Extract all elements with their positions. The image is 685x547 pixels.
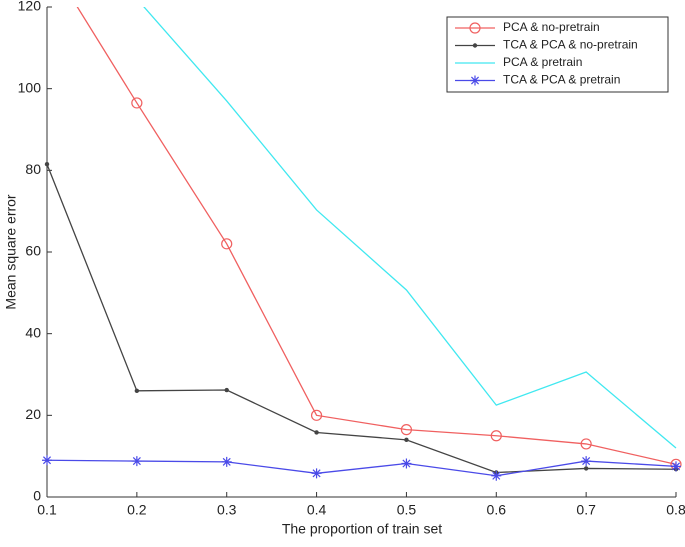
y-tick-label: 60 xyxy=(25,243,41,259)
legend-label: PCA & pretrain xyxy=(503,55,582,69)
marker xyxy=(42,455,52,466)
y-tick-label: 80 xyxy=(25,161,41,177)
marker xyxy=(404,437,409,443)
x-axis-label: The proportion of train set xyxy=(282,521,442,537)
marker xyxy=(400,424,413,436)
marker xyxy=(224,387,229,393)
x-tick-label: 0.7 xyxy=(576,502,596,518)
y-tick-label: 120 xyxy=(18,0,42,14)
marker xyxy=(221,238,233,250)
x-tick-label: 0.3 xyxy=(217,502,237,518)
legend-marker xyxy=(470,75,480,86)
legend-box xyxy=(446,16,669,93)
legend-label: TCA & PCA & pretrain xyxy=(503,73,620,87)
marker xyxy=(44,162,50,167)
marker xyxy=(401,458,412,469)
y-tick-label: 100 xyxy=(18,79,42,95)
x-tick-label: 0.6 xyxy=(487,502,507,518)
marker xyxy=(314,430,319,435)
marker xyxy=(580,438,592,450)
x-tick-label: 0.4 xyxy=(307,502,327,518)
y-axis-label: Mean square error xyxy=(3,194,19,310)
marker xyxy=(490,430,502,442)
x-tick-label: 0.1 xyxy=(37,502,57,518)
legend-label: TCA & PCA & no-pretrain xyxy=(503,38,638,52)
marker xyxy=(581,456,592,467)
series-line xyxy=(76,7,677,465)
y-tick-label: 40 xyxy=(25,324,41,340)
marker xyxy=(583,466,589,471)
marker xyxy=(131,456,142,467)
marker xyxy=(671,461,681,472)
plot-area xyxy=(42,7,682,481)
legend-label: PCA & no-pretrain xyxy=(503,20,600,34)
marker xyxy=(311,468,322,479)
series-line xyxy=(143,7,677,449)
x-tick-label: 0.8 xyxy=(666,502,685,518)
series-line xyxy=(46,163,677,474)
marker xyxy=(221,456,232,467)
x-tick-label: 0.5 xyxy=(397,502,417,518)
series-line xyxy=(46,459,677,477)
y-tick-label: 0 xyxy=(33,488,41,504)
legend-marker xyxy=(472,43,478,48)
marker xyxy=(131,97,143,109)
y-tick-label: 20 xyxy=(25,406,41,422)
legend-marker xyxy=(469,22,481,34)
marker xyxy=(491,470,502,481)
x-tick-label: 0.2 xyxy=(127,502,147,518)
marker xyxy=(134,388,140,394)
marker xyxy=(310,409,323,421)
